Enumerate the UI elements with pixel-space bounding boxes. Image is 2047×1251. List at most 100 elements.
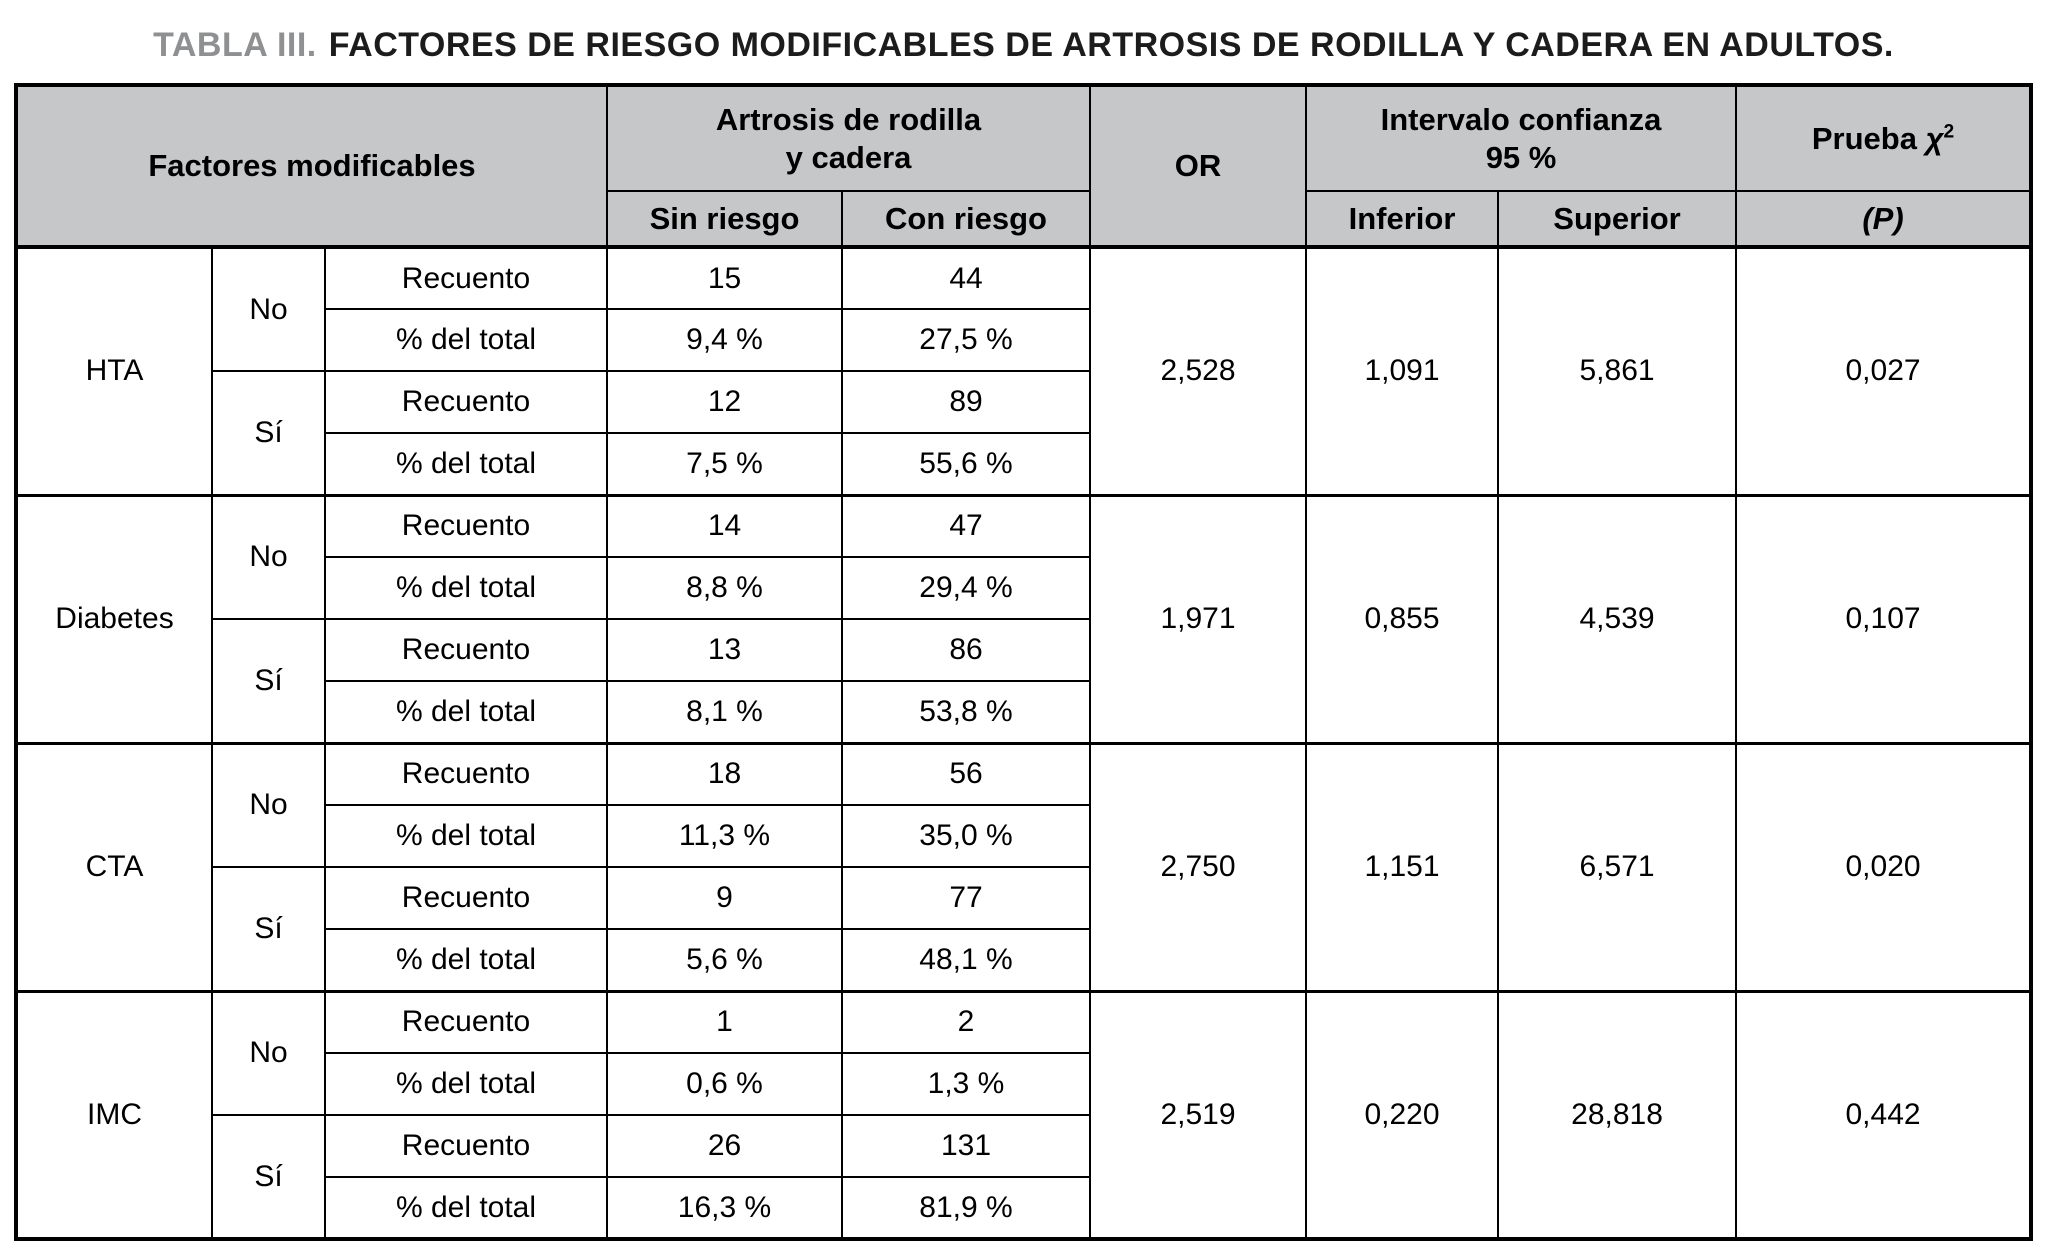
table-row: CTA No Recuento 18 56 2,750 1,151 6,571 …	[15, 741, 2033, 992]
value-cell: 48,1 %	[840, 928, 1092, 992]
factor-cell: HTA	[15, 245, 213, 496]
table-title: TABLA III. FACTORES DE RIESGO MODIFICABLE…	[14, 26, 2033, 65]
col-header-intervalo-confianza: Intervalo confianza 95 %	[1305, 84, 1738, 192]
table-row: % del total 11,3 % 35,0 %	[16, 804, 2031, 868]
table-title-label: TABLA III.	[153, 26, 317, 64]
ci-superior-cell: 6,571	[1497, 741, 1738, 992]
table-title-text: FACTORES DE RIESGO MODIFICABLES DE ARTRO…	[328, 26, 1894, 64]
col-header-artrosis-text: Artrosis de rodilla y cadera	[715, 102, 982, 175]
row-label-cell: Recuento	[324, 741, 608, 806]
table-row: % del total 8,1 % 53,8 %	[16, 680, 2031, 744]
value-cell: 29,4 %	[840, 556, 1092, 620]
or-cell: 2,519	[1089, 989, 1308, 1240]
level-cell: Sí	[211, 1114, 326, 1240]
value-cell: 86	[840, 618, 1092, 682]
level-cell: No	[211, 741, 326, 868]
value-cell: 77	[840, 866, 1092, 930]
col-header-inferior: Inferior	[1305, 190, 1500, 249]
factor-cell: CTA	[15, 741, 213, 992]
col-header-con-riesgo: Con riesgo	[840, 190, 1092, 249]
col-header-intervalo-text: Intervalo confianza 95 %	[1380, 102, 1662, 175]
p-value-cell: 0,027	[1735, 245, 2033, 496]
value-cell: 13	[606, 618, 843, 682]
row-label-cell: % del total	[324, 308, 608, 372]
col-header-artrosis: Artrosis de rodilla y cadera	[605, 84, 1092, 192]
value-cell: 35,0 %	[840, 804, 1092, 868]
ci-superior-cell: 28,818	[1497, 989, 1738, 1240]
or-cell: 2,750	[1089, 741, 1308, 992]
value-cell: 11,3 %	[606, 804, 843, 868]
or-cell: 2,528	[1089, 245, 1308, 496]
value-cell: 89	[840, 370, 1092, 434]
value-cell: 15	[606, 245, 843, 310]
value-cell: 7,5 %	[606, 432, 843, 496]
value-cell: 0,6 %	[606, 1052, 843, 1116]
prueba-label: Prueba	[1811, 120, 1926, 156]
value-cell: 8,8 %	[606, 556, 843, 620]
row-label-cell: Recuento	[324, 618, 608, 682]
level-cell: Sí	[211, 618, 326, 744]
col-header-p-value: (P)	[1735, 190, 2033, 249]
row-label-cell: Recuento	[324, 989, 608, 1054]
value-cell: 1	[606, 989, 843, 1054]
value-cell: 131	[840, 1114, 1092, 1178]
level-cell: Sí	[211, 370, 326, 496]
table-row: % del total 8,8 % 29,4 %	[16, 556, 2031, 620]
row-label-cell: % del total	[324, 804, 608, 868]
p-value-cell: 0,442	[1735, 989, 2033, 1240]
table-row: Sí Recuento 13 86	[16, 618, 2031, 744]
ci-inferior-cell: 1,091	[1305, 245, 1500, 496]
table-row: % del total 0,6 % 1,3 %	[16, 1052, 2031, 1116]
row-label-cell: % del total	[324, 556, 608, 620]
factor-cell: Diabetes	[15, 493, 213, 744]
value-cell: 2	[840, 989, 1092, 1054]
value-cell: 14	[606, 493, 843, 558]
table-row: Sí Recuento 9 77	[16, 866, 2031, 992]
value-cell: 1,3 %	[840, 1052, 1092, 1116]
value-cell: 8,1 %	[606, 680, 843, 744]
row-label-cell: % del total	[324, 680, 608, 744]
ci-superior-cell: 5,861	[1497, 245, 1738, 496]
value-cell: 26	[606, 1114, 843, 1178]
row-label-cell: Recuento	[324, 370, 608, 434]
value-cell: 16,3 %	[606, 1176, 843, 1240]
p-value-cell: 0,107	[1735, 493, 2033, 744]
row-label-cell: Recuento	[324, 493, 608, 558]
row-label-cell: % del total	[324, 1176, 608, 1240]
ci-inferior-cell: 0,855	[1305, 493, 1500, 744]
col-header-superior: Superior	[1497, 190, 1738, 249]
ci-inferior-cell: 1,151	[1305, 741, 1500, 992]
level-cell: No	[211, 245, 326, 372]
factor-cell: IMC	[15, 989, 213, 1240]
table-row: IMC No Recuento 1 2 2,519 0,220 28,818 0…	[15, 989, 2033, 1240]
table-row: % del total 16,3 % 81,9 %	[16, 1176, 2031, 1240]
value-cell: 18	[606, 741, 843, 806]
value-cell: 81,9 %	[840, 1176, 1092, 1240]
value-cell: 56	[840, 741, 1092, 806]
level-cell: Sí	[211, 866, 326, 992]
level-cell: No	[211, 493, 326, 620]
col-header-prueba-chi2: Prueba χ2	[1735, 84, 2033, 192]
table-row: HTA No Recuento 15 44 2,528 1,091 5,861 …	[15, 245, 2033, 496]
col-header-or: OR	[1089, 84, 1308, 249]
row-label-cell: % del total	[324, 432, 608, 496]
table-row: Diabetes No Recuento 14 47 1,971 0,855 4…	[15, 493, 2033, 744]
col-header-sin-riesgo: Sin riesgo	[606, 190, 843, 249]
value-cell: 55,6 %	[840, 432, 1092, 496]
level-cell: No	[211, 989, 326, 1116]
row-label-cell: Recuento	[324, 1114, 608, 1178]
p-value-cell: 0,020	[1735, 741, 2033, 992]
row-label-cell: Recuento	[324, 866, 608, 930]
risk-factors-table: Factores modificables Artrosis de rodill…	[14, 83, 2034, 1241]
row-label-cell: % del total	[324, 1052, 608, 1116]
table-row: Sí Recuento 26 131	[16, 1114, 2031, 1240]
table-row: % del total 5,6 % 48,1 %	[16, 928, 2031, 992]
table-row: % del total 7,5 % 55,6 %	[16, 432, 2031, 496]
value-cell: 53,8 %	[840, 680, 1092, 744]
value-cell: 9,4 %	[606, 308, 843, 372]
ci-inferior-cell: 0,220	[1305, 989, 1500, 1240]
value-cell: 27,5 %	[840, 308, 1092, 372]
or-cell: 1,971	[1089, 493, 1308, 744]
table-row: % del total 9,4 % 27,5 %	[16, 308, 2031, 372]
